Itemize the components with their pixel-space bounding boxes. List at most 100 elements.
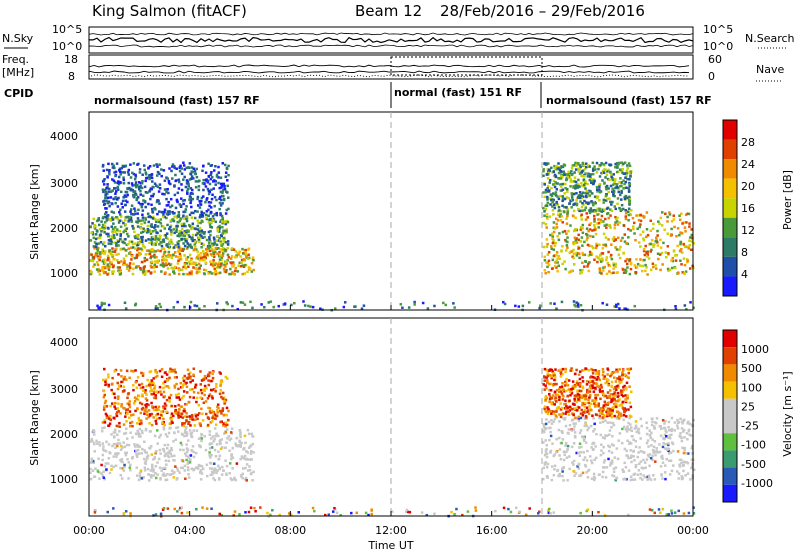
data-cell	[646, 273, 649, 276]
data-cell	[183, 390, 186, 393]
data-cell	[606, 174, 609, 177]
data-cell	[209, 447, 212, 450]
data-cell	[578, 247, 581, 250]
data-cell	[161, 193, 164, 196]
nave-tick-top: 60	[708, 53, 722, 66]
data-cell	[620, 239, 623, 242]
data-cell	[191, 379, 194, 382]
data-cell	[579, 272, 582, 275]
data-cell	[587, 172, 590, 175]
data-cell	[198, 437, 201, 440]
data-cell	[354, 305, 357, 308]
data-cell	[552, 420, 555, 423]
data-cell	[561, 221, 564, 224]
data-cell	[192, 266, 195, 269]
data-cell	[455, 508, 458, 511]
data-cell	[672, 450, 675, 453]
data-cell	[151, 180, 154, 183]
data-cell	[601, 215, 604, 218]
data-cell	[118, 221, 121, 224]
data-cell	[600, 449, 603, 452]
data-cell	[117, 439, 120, 442]
data-cell	[167, 507, 170, 510]
data-cell	[659, 512, 662, 515]
data-cell	[585, 416, 588, 419]
data-cell	[129, 163, 132, 166]
data-cell	[176, 225, 179, 228]
data-cell	[646, 442, 649, 445]
data-cell	[195, 415, 198, 418]
data-cell	[624, 260, 627, 263]
data-cell	[562, 231, 565, 234]
data-cell	[639, 223, 642, 226]
data-cell	[157, 413, 160, 416]
data-cell	[99, 233, 102, 236]
data-cell	[98, 242, 101, 245]
data-cell	[137, 247, 140, 250]
data-cell	[665, 435, 668, 438]
data-cell	[568, 428, 571, 431]
data-cell	[156, 375, 159, 378]
data-cell	[169, 427, 172, 430]
data-cell	[234, 510, 237, 513]
data-cell	[127, 171, 130, 174]
data-cell	[205, 413, 208, 416]
data-cell	[636, 456, 639, 459]
data-cell	[545, 418, 548, 421]
data-cell	[650, 269, 653, 272]
data-cell	[182, 449, 185, 452]
cpid-segment-3: normalsound (fast) 157 RF	[546, 94, 712, 107]
data-cell	[194, 248, 197, 251]
data-cell	[580, 182, 583, 185]
data-cell	[121, 446, 124, 449]
data-cell	[605, 259, 608, 262]
colorbar-tick: 16	[741, 202, 755, 215]
data-cell	[573, 425, 576, 428]
noise-series	[89, 45, 693, 47]
data-cell	[212, 435, 215, 438]
data-cell	[587, 244, 590, 247]
data-cell	[206, 197, 209, 200]
data-cell	[565, 451, 568, 454]
data-cell	[116, 415, 119, 418]
data-cell	[181, 189, 184, 192]
data-cell	[140, 387, 143, 390]
data-cell	[139, 402, 142, 405]
data-cell	[150, 271, 153, 274]
data-cell	[599, 254, 602, 257]
data-cell	[581, 262, 584, 265]
data-cell	[622, 252, 625, 255]
data-cell	[628, 183, 631, 186]
data-cell	[558, 429, 561, 432]
data-cell	[194, 245, 197, 248]
data-cell	[110, 196, 113, 199]
data-cell	[191, 175, 194, 178]
data-cell	[228, 449, 231, 452]
data-cell	[543, 383, 546, 386]
data-cell	[110, 465, 113, 468]
data-cell	[250, 473, 253, 476]
data-cell	[224, 447, 227, 450]
data-cell	[650, 444, 653, 447]
data-cell	[625, 399, 628, 402]
data-cell	[174, 405, 177, 408]
data-cell	[590, 409, 593, 412]
data-cell	[90, 254, 93, 257]
data-cell	[180, 406, 183, 409]
data-cell	[579, 454, 582, 457]
noise-tick-right-bottom: 10^0	[703, 40, 733, 53]
data-cell	[544, 405, 547, 408]
data-cell	[579, 378, 582, 381]
data-cell	[179, 203, 182, 206]
data-cell	[118, 176, 121, 179]
data-cell	[620, 404, 623, 407]
data-cell	[147, 212, 150, 215]
data-cell	[208, 374, 211, 377]
data-cell	[194, 240, 197, 243]
data-cell	[194, 386, 197, 389]
data-cell	[240, 301, 243, 304]
data-cell	[226, 167, 229, 170]
data-cell	[685, 221, 688, 224]
data-cell	[626, 425, 629, 428]
data-cell	[413, 303, 416, 306]
